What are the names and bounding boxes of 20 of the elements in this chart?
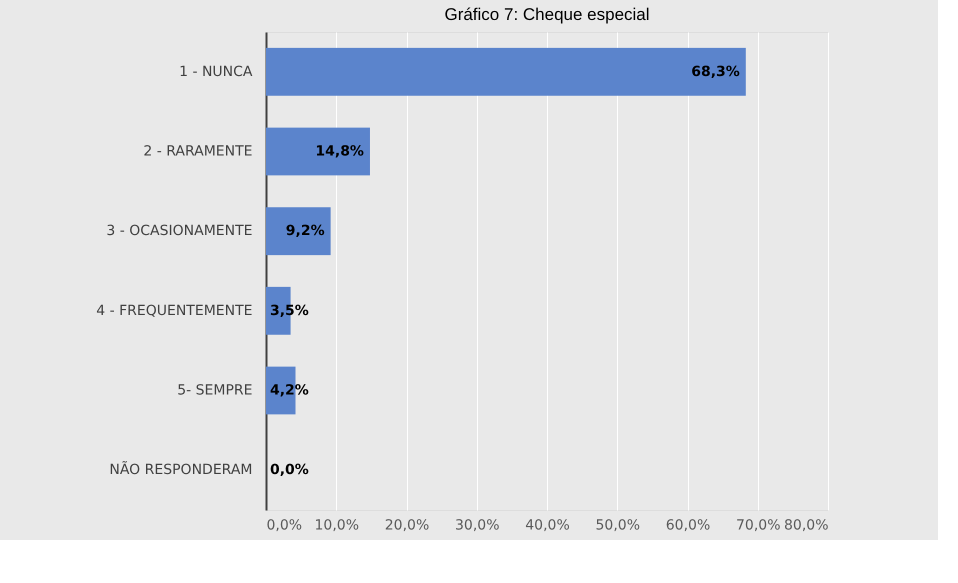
y-tick-label: 4 - FREQUENTEMENTE xyxy=(96,302,252,319)
data-label: 14,8% xyxy=(315,144,364,160)
x-tick-label: 0,0% xyxy=(266,518,302,534)
x-tick-label: 70,0% xyxy=(736,518,780,534)
y-tick-label: 5- SEMPRE xyxy=(177,382,252,398)
x-tick-label: 80,0% xyxy=(784,518,828,534)
y-tick-label: 1 - NUNCA xyxy=(179,64,253,80)
chart-title: Gráfico 7: Cheque especial xyxy=(444,5,650,24)
y-tick-label: 2 - RARAMENTE xyxy=(143,144,252,160)
x-tick-label: 20,0% xyxy=(384,518,430,534)
y-tick-label: 3 - OCASIONAMENTE xyxy=(106,223,252,240)
x-tick-label: 60,0% xyxy=(666,518,710,534)
x-tick-label: 50,0% xyxy=(596,518,640,534)
x-tick-label: 40,0% xyxy=(525,518,570,534)
x-tick-label: 30,0% xyxy=(455,518,500,534)
data-label: 0,0% xyxy=(270,462,309,478)
data-label: 9,2% xyxy=(286,223,325,240)
data-label: 68,3% xyxy=(691,64,740,80)
y-tick-label: NÃO RESPONDERAM xyxy=(109,461,252,478)
x-tick-label: 10,0% xyxy=(314,518,359,534)
